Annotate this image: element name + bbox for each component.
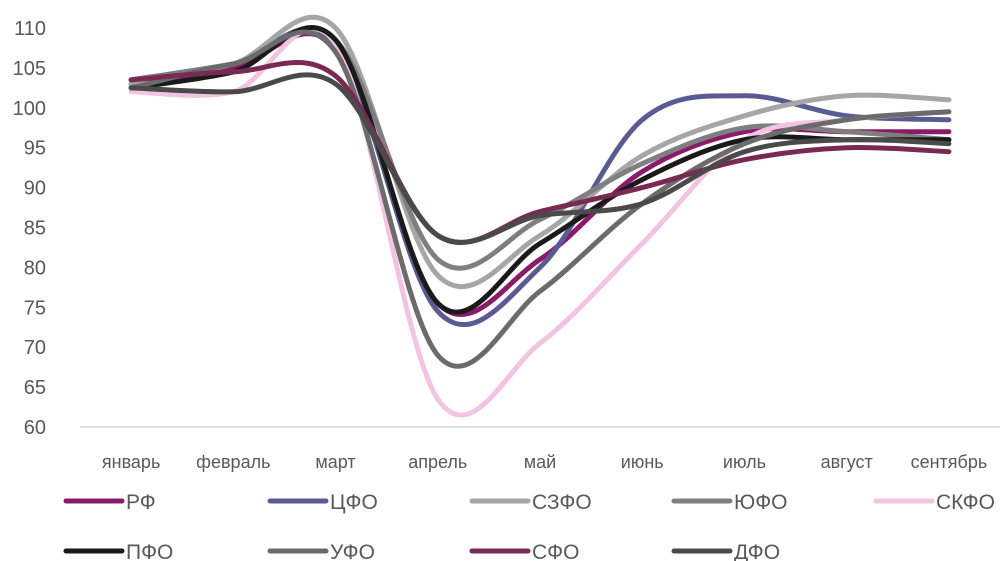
x-tick-label: апрель <box>408 452 467 472</box>
x-tick-label: сентябрь <box>911 452 988 472</box>
legend-label: РФ <box>126 491 156 514</box>
y-tick-label: 70 <box>24 337 46 359</box>
legend-label: УФО <box>330 541 375 561</box>
y-tick-label: 60 <box>24 417 46 439</box>
x-tick-label: февраль <box>196 452 270 472</box>
series-line-СКФО <box>128 26 952 418</box>
x-tick-label: июнь <box>621 452 664 472</box>
y-tick-label: 110 <box>14 18 46 40</box>
x-tick-label: май <box>524 452 556 472</box>
x-tick-label: июль <box>723 452 766 472</box>
y-tick-label: 90 <box>24 178 46 200</box>
x-axis: январь февраль март апрель май июнь июль август… <box>102 452 987 472</box>
x-tick-label: август <box>821 452 873 472</box>
y-tick-label: 75 <box>24 297 46 319</box>
plot-area <box>128 14 952 418</box>
legend: РФ ЦФО СЗФО ЮФО СКФО ПФО УФО СФО ДФО <box>63 491 995 561</box>
series-line-СЗФО <box>128 14 952 290</box>
y-tick-label: 85 <box>24 218 46 240</box>
series-line-ЦФО <box>128 26 952 328</box>
series-line-СФО <box>128 59 952 245</box>
series-line-ПФО <box>128 25 952 315</box>
series-line-ДФО <box>128 72 952 245</box>
y-tick-label: 100 <box>13 98 46 120</box>
legend-label: СКФО <box>936 491 995 514</box>
series-line-УФО <box>128 29 952 369</box>
y-axis: 60 65 70 75 80 85 90 95 100 105 110 <box>13 18 46 439</box>
legend-label: ДФО <box>734 541 780 561</box>
legend-label: ЮФО <box>734 491 788 514</box>
y-tick-label: 105 <box>13 58 46 80</box>
legend-label: ЦФО <box>330 491 378 514</box>
x-tick-label: январь <box>102 452 160 472</box>
legend-label: СЗФО <box>532 491 592 514</box>
y-tick-label: 65 <box>24 377 46 399</box>
legend-label: ПФО <box>126 541 173 561</box>
y-tick-label: 80 <box>24 257 46 279</box>
x-tick-label: март <box>315 452 355 472</box>
y-tick-label: 95 <box>24 138 46 160</box>
legend-label: СФО <box>532 541 579 561</box>
